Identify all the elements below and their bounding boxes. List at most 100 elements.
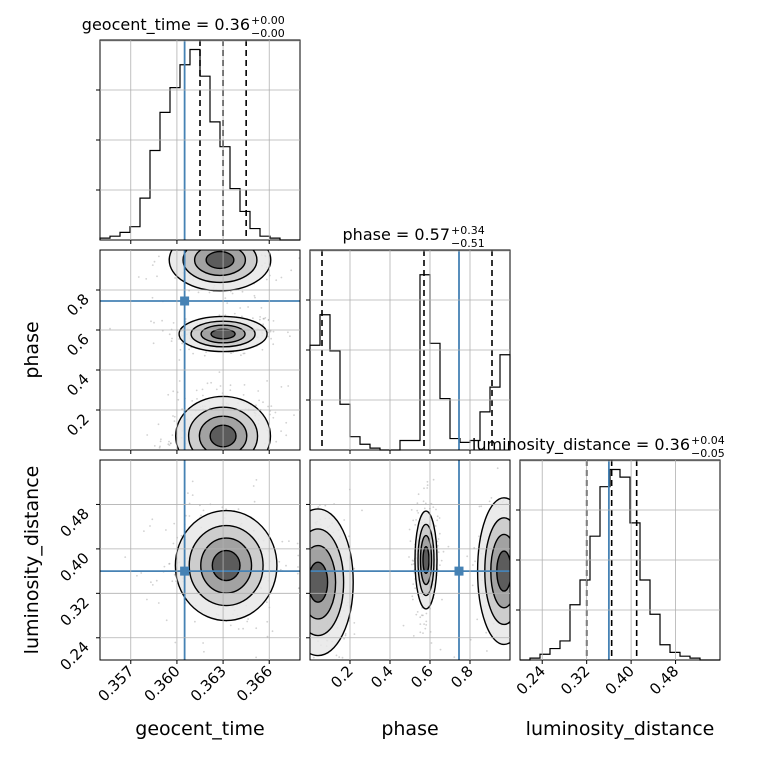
sample-point [411,559,414,562]
sample-point [229,290,232,293]
sample-point [197,246,199,248]
sample-point [172,322,175,324]
sample-point [512,558,514,560]
sample-point [178,359,181,361]
sample-point [480,505,483,508]
sample-point [515,571,517,573]
sample-point [278,560,281,563]
sample-point [168,440,170,443]
sample-point [255,479,258,481]
sample-point [353,622,356,624]
sample-point [442,550,445,553]
sample-point [513,561,515,563]
sample-point [426,487,429,489]
x-tick-label: 0.24 [513,662,549,698]
sample-point [425,624,428,626]
sample-point [229,624,232,627]
sample-point [436,519,439,522]
sample-point [173,522,176,525]
hist-title-sup: +0.00 [251,14,285,27]
sample-point [170,456,172,458]
sample-point [225,458,227,460]
sample-point [226,456,228,458]
sample-point [200,514,202,517]
contour-line [188,524,264,607]
sample-point [157,602,160,604]
sample-point [246,620,249,623]
sample-point [424,627,427,630]
hist-title-sup: +0.04 [691,434,725,447]
sample-point [308,574,310,576]
sample-point [315,665,317,667]
sample-point [187,247,189,249]
sample-point [215,244,217,246]
sample-point [297,554,300,557]
sample-point [516,568,518,570]
sample-point [265,278,268,281]
sample-point [172,415,174,417]
y-axis-label-luminosity_distance: luminosity_distance [21,466,43,655]
sample-point [287,331,289,334]
sample-point [153,445,156,447]
sample-point [466,555,469,558]
sample-point [515,512,517,514]
sample-point [153,260,156,263]
sample-point [301,559,303,561]
sample-point [453,656,456,658]
sample-point [158,255,160,258]
sample-point [415,613,418,616]
sample-point [191,494,194,496]
sample-point [297,566,299,568]
sample-point [353,567,356,570]
sample-point [165,529,167,531]
scatter-panel-luminosity_distance_vs_geocent_time [96,459,301,664]
sample-point [214,455,216,457]
sample-point [326,681,328,683]
sample-point [304,485,306,487]
sample-point [171,434,174,436]
sample-point [275,440,278,443]
sample-point [414,587,417,590]
sample-point [262,401,264,404]
sample-point [281,540,284,543]
sample-point [514,567,516,569]
hist-title-sub: −0.05 [691,447,725,460]
sample-point [252,246,254,248]
sample-point [305,604,307,606]
sample-point [474,560,476,563]
sample-point [219,385,222,387]
sample-point [253,500,256,503]
sample-point [259,316,261,318]
sample-point [408,528,411,531]
sample-point [159,445,161,448]
sample-point [303,586,305,588]
y-tick-label: 0.48 [56,505,92,541]
sample-point [316,676,318,678]
sample-point [191,480,194,483]
sample-point [201,457,203,459]
sample-point [472,564,474,566]
sample-point [343,637,345,640]
sample-point [242,394,245,396]
sample-point [151,296,154,299]
sample-point [244,456,246,458]
sample-point [136,574,138,577]
scatter-grid [310,460,510,660]
y-tick-label: 0.24 [56,638,92,674]
sample-point [422,614,424,617]
sample-point [335,654,338,657]
sample-point [412,583,415,585]
sample-point [208,291,211,294]
sample-point [225,508,228,510]
hist-step-luminosity_distance [520,468,720,661]
sample-point [422,632,424,634]
y-tick-label: 0.40 [56,549,92,585]
hist-panel-phase: phase = 0.57 +0.34−0.51 [306,224,511,454]
sample-point [192,352,195,355]
sample-point [109,327,111,330]
sample-point [255,627,258,630]
sample-point [197,241,199,243]
x-tick-label: 0.48 [646,662,682,698]
x-tick-label: 0.363 [187,662,230,705]
sample-point [143,247,145,249]
